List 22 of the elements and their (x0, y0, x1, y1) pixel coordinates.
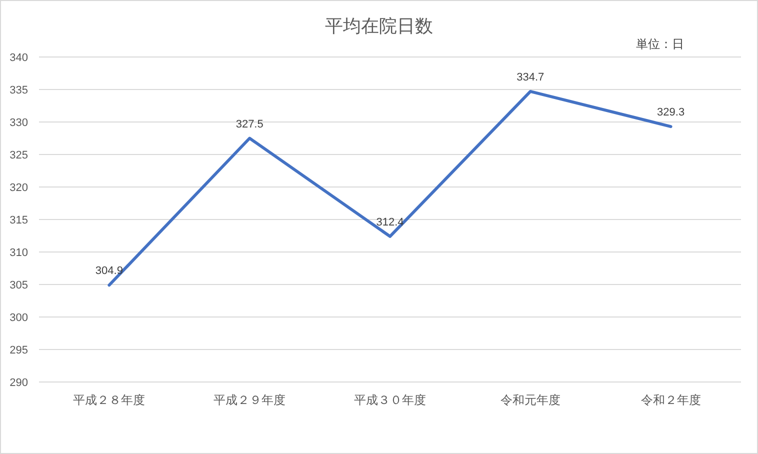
x-tick-label: 令和２年度 (640, 393, 701, 407)
y-tick-label: 325 (10, 150, 28, 162)
data-label: 327.5 (236, 118, 264, 130)
y-tick-label: 335 (10, 84, 28, 96)
text: 単位：日 (636, 37, 684, 51)
y-tick-label: 305 (10, 280, 28, 292)
y-tick-label: 310 (10, 247, 28, 259)
y-tick-label: 295 (10, 344, 28, 356)
y-tick-label: 300 (10, 312, 28, 324)
y-tick-label: 315 (10, 214, 28, 226)
y-tick-label: 340 (10, 52, 28, 64)
y-tick-label: 330 (10, 117, 28, 129)
x-tick-label: 平成２８年度 (73, 393, 146, 407)
x-tick-label: 令和元年度 (500, 393, 560, 407)
data-label: 329.3 (657, 106, 685, 119)
data-label: 304.9 (95, 265, 123, 278)
y-tick-label: 290 (10, 377, 28, 389)
y-tick-label: 320 (10, 182, 28, 194)
chart-title: 平均在院日数 (325, 16, 433, 36)
x-tick-label: 平成３０年度 (354, 393, 426, 407)
data-label: 334.7 (516, 71, 544, 84)
x-tick-label: 平成２９年度 (214, 393, 286, 407)
